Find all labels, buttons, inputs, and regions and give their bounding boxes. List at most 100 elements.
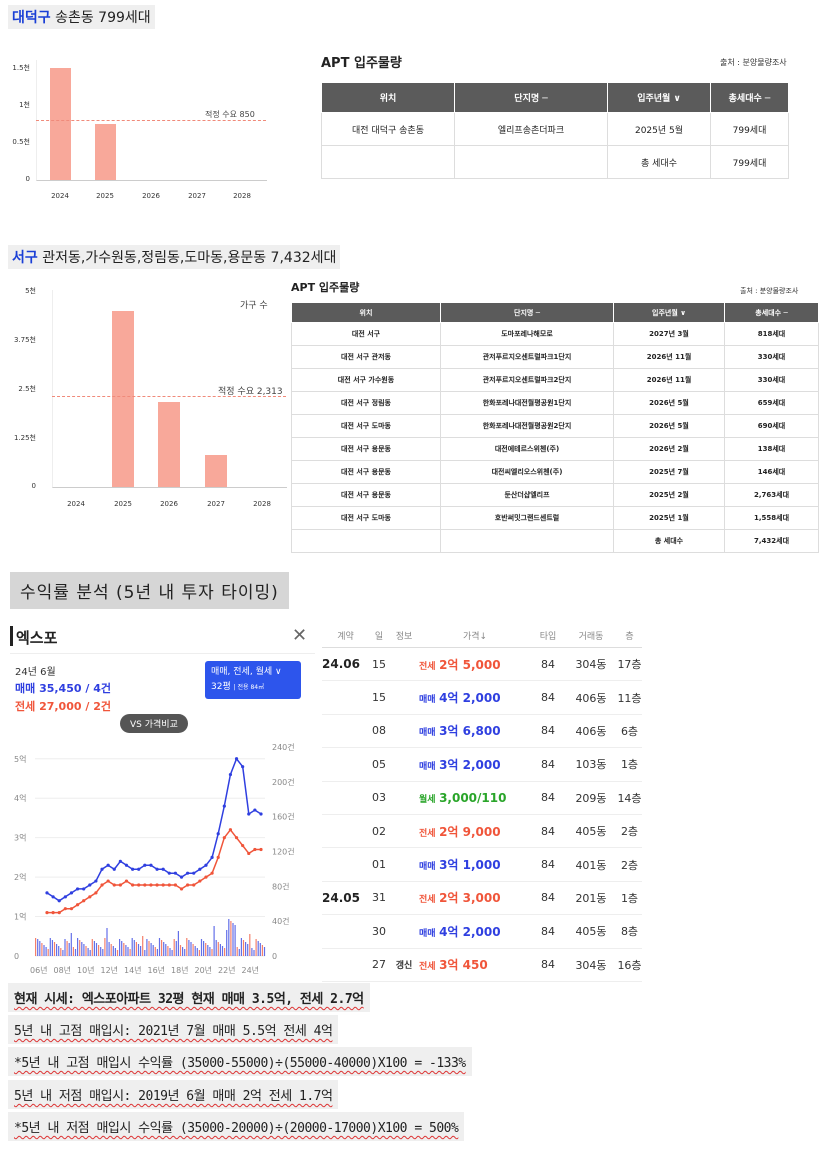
- sale-point: [204, 863, 208, 867]
- volume-bar: [140, 946, 142, 956]
- peak-purchase-note: 5년 내 고점 매입시: 2021년 7월 매매 5.5억 전세 4억: [8, 1015, 339, 1044]
- jeonse-point: [100, 883, 104, 887]
- sale-point: [94, 879, 98, 883]
- col-contract[interactable]: 계약: [322, 623, 369, 648]
- col-complex[interactable]: 단지명 ─: [454, 82, 608, 113]
- trade-row[interactable]: 30 매매 4억 2,000 84 405동 8층: [322, 914, 642, 949]
- trade-row[interactable]: 24.05 31 전세 2억 3,000 84 201동 1층: [322, 881, 642, 916]
- cell: 690세대: [724, 414, 819, 438]
- peak-roi-note: *5년 내 고점 매입시 수익률 (35000-55000)÷(55000-40…: [8, 1047, 472, 1076]
- price-value: 3억 450: [439, 958, 488, 973]
- trade-row[interactable]: 01 매매 3억 1,000 84 401동 2층: [322, 847, 642, 882]
- trade-dong: 304동: [565, 647, 617, 682]
- district-detail: 관저동,가수원동,정림동,도마동,용문동 7,432세대: [42, 250, 337, 266]
- jeonse-point: [155, 883, 159, 887]
- trade-filter-button[interactable]: 매매, 전세, 월세 ∨ 32평 | 전용 84㎡: [205, 661, 301, 699]
- y-tick-left: 4억: [14, 793, 26, 803]
- trade-row[interactable]: 27 갱신 전세 3억 450 84 304동 16층: [322, 948, 642, 982]
- trade-price: 매매 3억 6,800: [419, 714, 531, 749]
- col-location[interactable]: 위치: [321, 82, 455, 113]
- volume-bar: [95, 943, 98, 956]
- sale-point: [155, 867, 159, 871]
- sale-summary: 매매 35,450 / 4건: [15, 682, 111, 695]
- x-tick: 16년: [148, 965, 166, 975]
- contract-month: 24.06: [322, 647, 369, 682]
- volume-bar: [230, 921, 232, 956]
- trade-price: 매매 4억 2,000: [419, 914, 531, 949]
- col-move-in[interactable]: 입주년월 ∨: [607, 82, 711, 113]
- volume-bar: [66, 941, 68, 956]
- trade-row[interactable]: 15 매매 4억 2,000 84 406동 11층: [322, 680, 642, 715]
- jeonse-point: [234, 836, 239, 840]
- x-tick: 2025: [114, 500, 132, 508]
- sale-point: [63, 895, 67, 899]
- title-marker: [10, 626, 13, 646]
- jeonse-point: [259, 847, 263, 852]
- cell: 330세대: [724, 345, 819, 369]
- col-complex[interactable]: 단지명 ─: [440, 302, 614, 323]
- trade-row[interactable]: 02 전세 2억 9,000 84 405동 2층: [322, 814, 642, 849]
- volume-bar: [224, 948, 226, 956]
- cell: 659세대: [724, 391, 819, 415]
- volume-bar: [91, 939, 93, 956]
- x-tick: 22년: [218, 965, 236, 975]
- col-dong[interactable]: 거래동: [565, 623, 617, 648]
- trade-price: 전세 2억 5,000: [419, 647, 531, 682]
- col-info[interactable]: 정보: [389, 623, 419, 648]
- cell: 총 세대수: [607, 145, 711, 179]
- col-move-in[interactable]: 입주년월 ∨: [613, 302, 725, 323]
- contract-month: [322, 814, 369, 849]
- jeonse-point: [253, 847, 257, 852]
- contract-month: [322, 781, 369, 815]
- cell: 대전 서구 용문동: [291, 437, 441, 461]
- volume-bar: [41, 943, 43, 956]
- x-tick: 18년: [171, 965, 189, 975]
- jeonse-point: [88, 895, 92, 899]
- compare-button[interactable]: VS 가격비교: [120, 714, 188, 733]
- col-type[interactable]: 타입: [531, 623, 565, 648]
- table-header-row: 위치 단지명 ─ 입주년월 ∨ 총세대수 ─: [321, 82, 789, 113]
- trade-row[interactable]: 08 매매 3억 6,800 84 406동 6층: [322, 714, 642, 749]
- sale-point: [179, 875, 184, 879]
- x-tick: 12년: [101, 965, 119, 975]
- contract-month: 24.05: [322, 881, 369, 916]
- cell: 대전 서구 정림동: [291, 391, 441, 415]
- col-day[interactable]: 일: [369, 623, 389, 648]
- size-sub: | 전용 84㎡: [233, 684, 265, 691]
- cell: 대전 서구 관저동: [291, 345, 441, 369]
- col-price[interactable]: 가격↓: [419, 623, 531, 648]
- trade-row[interactable]: 05 매매 3억 2,000 84 103동 1층: [322, 747, 642, 782]
- close-icon[interactable]: ✕: [292, 625, 308, 646]
- trade-dong: 201동: [565, 881, 617, 916]
- col-units[interactable]: 총세대수 ─: [724, 302, 819, 323]
- cell: 2025년 5월: [607, 112, 711, 146]
- trade-info: 갱신: [389, 948, 419, 982]
- col-floor[interactable]: 층: [617, 623, 642, 648]
- volume-bar: [261, 945, 263, 956]
- trade-type: 84: [531, 847, 565, 882]
- volume-bar: [163, 942, 165, 956]
- volume-bar: [247, 944, 249, 956]
- volume-bar: [249, 934, 251, 956]
- trade-price: 매매 3억 1,000: [419, 847, 531, 882]
- trade-row[interactable]: 24.06 15 전세 2억 5,000 84 304동 17층: [322, 647, 642, 682]
- volume-bar: [253, 950, 255, 956]
- trade-price: 매매 3억 2,000: [419, 747, 531, 782]
- table-header-row: 위치 단지명 ─ 입주년월 ∨ 총세대수 ─: [291, 302, 819, 323]
- col-units[interactable]: 총세대수 ─: [710, 82, 789, 113]
- volume-bar: [232, 923, 234, 956]
- contract-day: 15: [369, 647, 389, 682]
- volume-bar: [104, 938, 106, 956]
- volume-bar: [228, 919, 230, 956]
- trade-row[interactable]: 03 월세 3,000/110 84 209동 14층: [322, 781, 642, 815]
- note-text: 5년 내 저점 매입시: 2019년 6월 매매 2억 전세 1.7억: [14, 1089, 333, 1104]
- cell: 818세대: [724, 322, 819, 346]
- y-tick-right: 80건: [272, 881, 290, 891]
- trade-info: [389, 647, 419, 682]
- trade-info: [389, 881, 419, 916]
- volume-bar: [205, 943, 207, 956]
- sale-point: [45, 891, 49, 895]
- price-value: 3억 1,000: [439, 858, 501, 873]
- sale-point: [106, 863, 110, 867]
- col-location[interactable]: 위치: [291, 302, 441, 323]
